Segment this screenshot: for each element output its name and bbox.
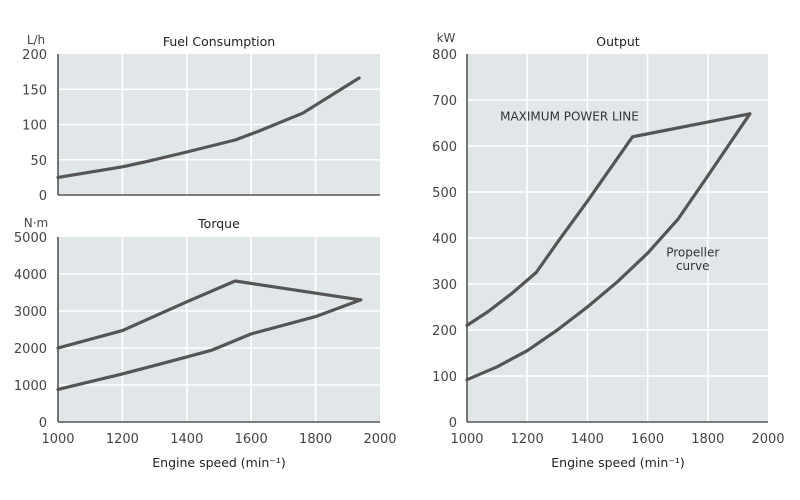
output-x-tick-label: 1800	[691, 432, 724, 447]
output-x-axis-label: Engine speed (min⁻¹)	[551, 455, 684, 470]
output-annotation: Propeller	[666, 245, 719, 259]
torque-y-tick-label: 5000	[14, 231, 47, 246]
fuel-chart-title: Fuel Consumption	[163, 34, 275, 49]
output-annotation: MAXIMUM POWER LINE	[500, 110, 639, 124]
torque-y-tick-label: 3000	[14, 305, 47, 320]
output-series-propeller-curve	[465, 112, 752, 382]
fuel-plot-area	[56, 54, 380, 196]
torque-x-tick-label: 1000	[41, 432, 74, 447]
output-x-tick-label: 1200	[511, 432, 544, 447]
torque-y-tick-label: 4000	[14, 268, 47, 283]
output-y-tick-label: 700	[432, 94, 457, 109]
torque-y-tick-label: 1000	[14, 379, 47, 394]
output-plot-area	[465, 54, 768, 423]
torque-x-tick-label: 2000	[363, 432, 396, 447]
output-y-tick-label: 400	[432, 232, 457, 247]
fuel-y-tick-label: 0	[39, 189, 47, 204]
torque-chart-title: Torque	[197, 216, 240, 231]
torque-plot-area	[56, 237, 380, 423]
output-annotation: curve	[676, 259, 710, 273]
output-y-tick-label: 100	[432, 370, 457, 385]
torque-x-tick-label: 1800	[299, 432, 332, 447]
torque-y-unit: N·m	[24, 216, 48, 230]
fuel-y-tick-label: 200	[22, 48, 47, 63]
output-x-tick-label: 1600	[631, 432, 664, 447]
torque-chart: N·m Torque Engine speed (min⁻¹) 01000200…	[14, 216, 397, 470]
torque-x-tick-label: 1600	[235, 432, 268, 447]
torque-plot-background	[58, 237, 380, 422]
fuel-y-tick-label: 150	[22, 83, 47, 98]
torque-x-tick-label: 1400	[170, 432, 203, 447]
torque-y-tick-label: 2000	[14, 342, 47, 357]
output-y-tick-label: 500	[432, 186, 457, 201]
torque-x-axis-label: Engine speed (min⁻¹)	[152, 455, 285, 470]
output-chart-title: Output	[596, 34, 640, 49]
fuel-y-unit: L/h	[27, 33, 45, 47]
output-y-unit: kW	[437, 31, 456, 45]
torque-series-propeller-torque	[56, 298, 363, 391]
output-y-tick-label: 0	[449, 416, 457, 431]
output-y-tick-label: 300	[432, 278, 457, 293]
fuel-y-tick-label: 100	[22, 119, 47, 134]
fuel-y-tick-label: 50	[30, 154, 47, 169]
fuel-consumption-chart: L/h Fuel Consumption 0 50 100 150 200	[22, 33, 380, 204]
output-chart: kW Output Engine speed (min⁻¹) 0 100 200 30…	[432, 31, 784, 470]
output-y-tick-label: 600	[432, 140, 457, 155]
output-y-tick-label: 800	[432, 48, 457, 63]
output-x-tick-label: 1400	[571, 432, 604, 447]
torque-series-maximum-torque	[56, 279, 363, 350]
output-series-maximum-power-line	[465, 112, 752, 327]
output-y-tick-label: 200	[432, 324, 457, 339]
output-x-tick-label: 2000	[751, 432, 784, 447]
output-x-tick-label: 1000	[450, 432, 483, 447]
torque-x-tick-label: 1200	[106, 432, 139, 447]
torque-y-tick-label: 0	[39, 416, 47, 431]
fuel-series-fuel-consumption	[56, 76, 361, 179]
